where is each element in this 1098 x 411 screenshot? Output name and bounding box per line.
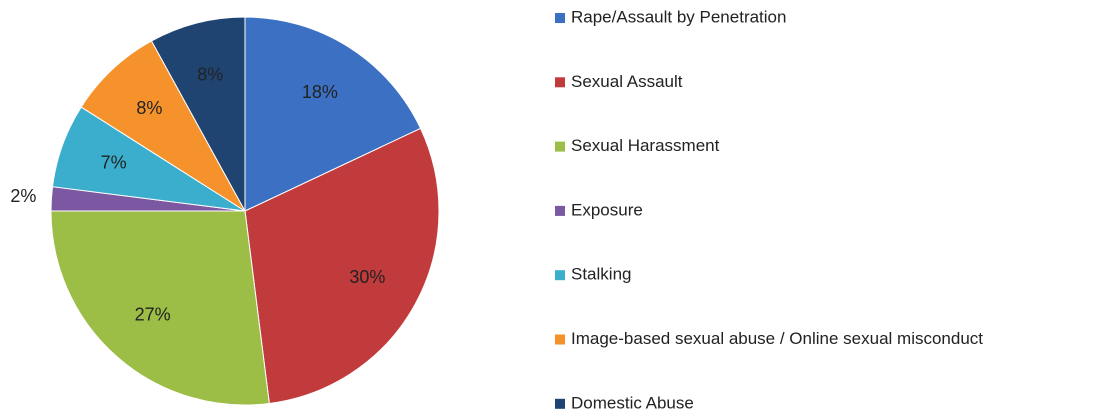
legend-label: Domestic Abuse bbox=[571, 393, 694, 411]
legend-swatch bbox=[555, 77, 565, 88]
data-label: 2% bbox=[10, 186, 36, 206]
pie-slice bbox=[80, 40, 246, 212]
legend-label: Sexual Harassment bbox=[571, 136, 720, 155]
legend-swatch bbox=[555, 13, 565, 23]
legend-label: Sexual Assault bbox=[571, 72, 683, 91]
data-label: 30% bbox=[349, 267, 385, 287]
legend-label: Image-based sexual abuse / Online sexual… bbox=[571, 329, 983, 348]
legend-label: Stalking bbox=[571, 265, 631, 284]
legend-label: Exposure bbox=[571, 200, 643, 219]
data-label: 7% bbox=[101, 152, 127, 172]
legend-swatch bbox=[555, 398, 565, 409]
legend-swatch bbox=[555, 205, 565, 216]
pie-slice bbox=[244, 127, 440, 405]
legend-label: Rape/Assault by Penetration bbox=[571, 7, 786, 26]
data-label: 27% bbox=[135, 305, 171, 325]
pie-slice bbox=[150, 16, 246, 212]
data-label: 8% bbox=[197, 64, 223, 84]
pie-slice bbox=[50, 210, 270, 406]
pie-slice bbox=[244, 16, 422, 212]
legend-swatch bbox=[555, 334, 565, 345]
legend-swatch bbox=[555, 270, 565, 281]
legend: Rape/Assault by Penetration Sexual Assaul… bbox=[555, 7, 983, 411]
legend-swatch bbox=[555, 141, 565, 152]
data-label: 8% bbox=[136, 98, 162, 118]
data-label: 18% bbox=[302, 82, 338, 102]
pie: 18% 30% 27% 2% 7% 8% 8% bbox=[10, 16, 440, 406]
